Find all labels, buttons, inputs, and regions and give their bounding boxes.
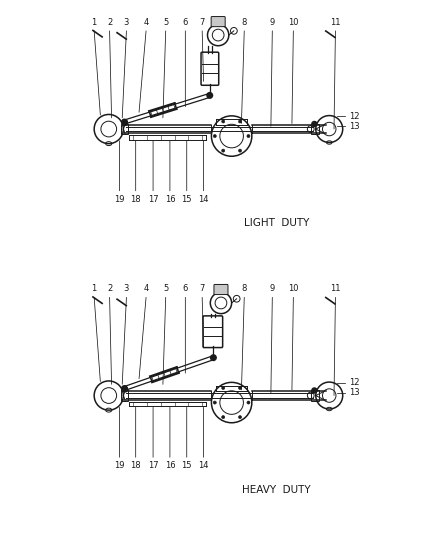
Text: 6: 6 — [183, 18, 188, 27]
Circle shape — [213, 134, 216, 138]
Bar — [311, 391, 319, 401]
Text: 4: 4 — [143, 284, 148, 293]
Circle shape — [239, 386, 242, 390]
Text: 2: 2 — [107, 18, 112, 27]
Circle shape — [211, 355, 216, 360]
Text: 13: 13 — [349, 388, 360, 397]
Bar — [120, 391, 128, 401]
Text: 12: 12 — [349, 112, 360, 121]
Text: 8: 8 — [242, 284, 247, 293]
Text: LIGHT  DUTY: LIGHT DUTY — [244, 218, 309, 228]
Text: 10: 10 — [288, 18, 299, 27]
Text: 4: 4 — [143, 18, 148, 27]
Text: 17: 17 — [148, 462, 159, 471]
Circle shape — [222, 416, 225, 419]
Text: 14: 14 — [198, 195, 209, 204]
Circle shape — [213, 401, 216, 404]
Text: 3: 3 — [124, 284, 129, 293]
Text: 5: 5 — [163, 284, 168, 293]
Text: HEAVY  DUTY: HEAVY DUTY — [242, 484, 311, 495]
Text: 15: 15 — [181, 195, 192, 204]
FancyBboxPatch shape — [214, 285, 228, 295]
Text: 15: 15 — [181, 462, 192, 471]
Text: 2: 2 — [107, 284, 112, 293]
Text: 5: 5 — [163, 18, 168, 27]
Circle shape — [239, 149, 242, 152]
Text: 18: 18 — [131, 195, 141, 204]
Text: 13: 13 — [349, 122, 360, 131]
Circle shape — [122, 386, 127, 391]
Bar — [311, 124, 319, 134]
Text: 3: 3 — [124, 18, 129, 27]
Text: 19: 19 — [114, 462, 125, 471]
Circle shape — [239, 416, 242, 419]
Circle shape — [123, 120, 127, 125]
Text: 10: 10 — [288, 284, 299, 293]
Text: 9: 9 — [270, 284, 275, 293]
Circle shape — [239, 120, 242, 123]
Circle shape — [123, 387, 127, 392]
Text: 16: 16 — [165, 195, 175, 204]
FancyBboxPatch shape — [211, 17, 225, 27]
Text: 12: 12 — [349, 378, 360, 387]
Text: 1: 1 — [92, 18, 97, 27]
Bar — [120, 124, 128, 134]
Text: 14: 14 — [198, 462, 209, 471]
Text: 6: 6 — [183, 284, 188, 293]
Text: 19: 19 — [114, 195, 125, 204]
Text: 11: 11 — [330, 18, 341, 27]
Text: 17: 17 — [148, 195, 159, 204]
Circle shape — [222, 149, 225, 152]
Text: 18: 18 — [131, 462, 141, 471]
Circle shape — [222, 386, 225, 390]
Circle shape — [122, 119, 127, 125]
Circle shape — [222, 120, 225, 123]
Text: 11: 11 — [330, 284, 341, 293]
Text: 7: 7 — [199, 18, 205, 27]
Circle shape — [247, 401, 250, 404]
Text: 9: 9 — [270, 18, 275, 27]
Circle shape — [247, 134, 250, 138]
Circle shape — [207, 93, 212, 98]
Text: 8: 8 — [242, 18, 247, 27]
Circle shape — [312, 122, 317, 126]
Text: 1: 1 — [92, 284, 97, 293]
Text: 7: 7 — [199, 284, 205, 293]
Text: 16: 16 — [165, 462, 175, 471]
Circle shape — [312, 388, 317, 393]
